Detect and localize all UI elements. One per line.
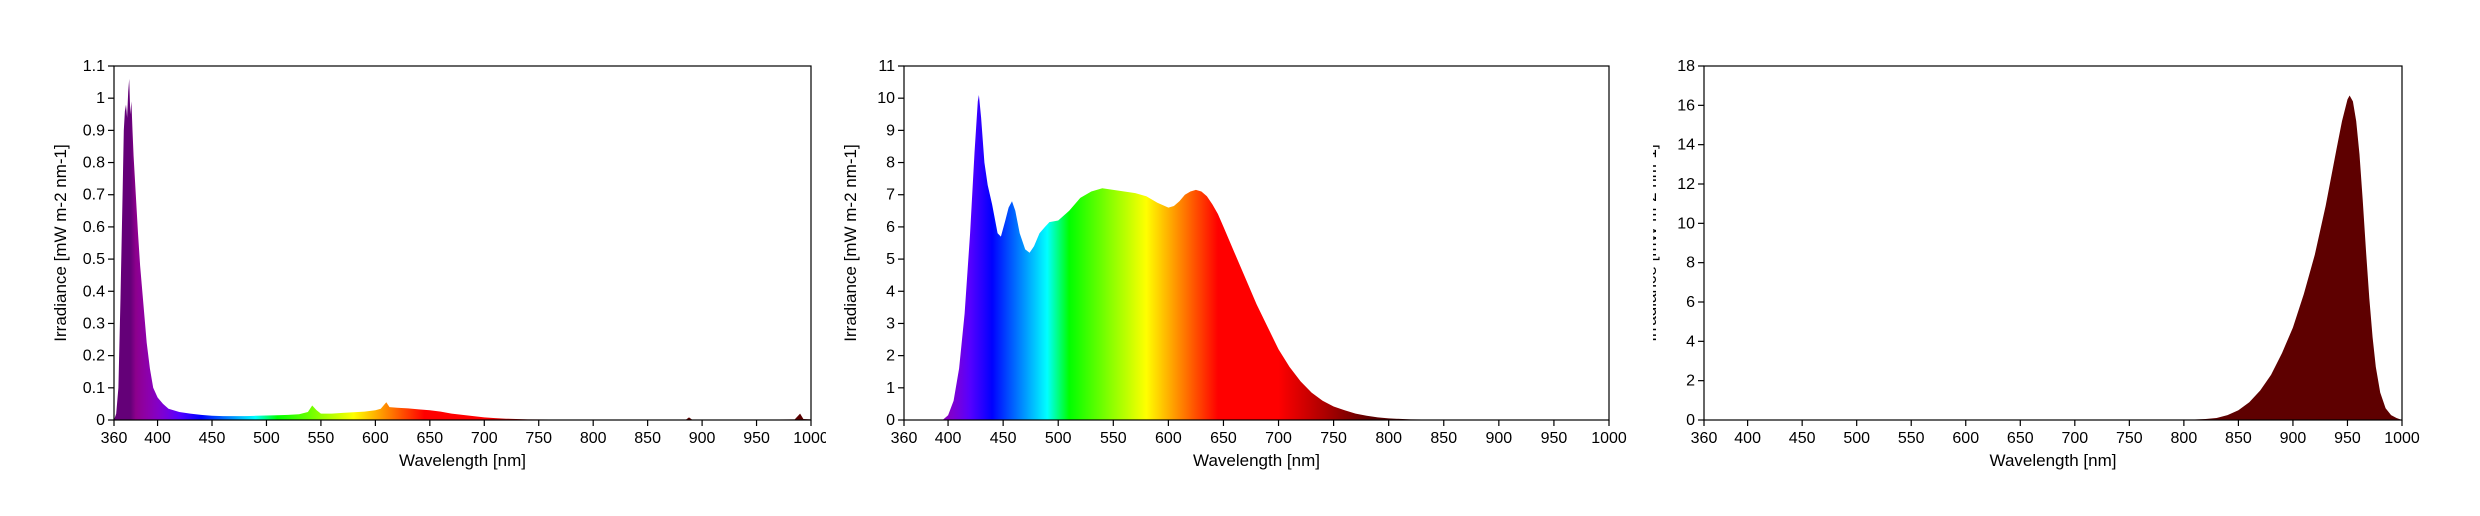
x-tick-label: 700 — [471, 430, 498, 447]
spectrum-area — [114, 78, 811, 421]
x-tick-label: 900 — [689, 430, 716, 447]
x-tick-label: 850 — [634, 430, 661, 447]
spectrum-chart-uv: 0 0.1 0.2 0.3 0.4 0.5 0.6 0.7 0.8 0.9 1 1.1 360 400 45… — [51, 58, 826, 470]
y-tick-label: 0.9 — [83, 122, 105, 139]
y-tick-label: 16 — [1677, 97, 1695, 114]
x-tick-label: 950 — [2334, 430, 2361, 447]
y-tick-label: 1.1 — [83, 58, 105, 75]
x-tick-label: 850 — [1430, 430, 1457, 447]
x-tick-label: 1000 — [2384, 430, 2420, 447]
x-tick-label: 750 — [1320, 430, 1347, 447]
x-tick-label: 450 — [1789, 430, 1816, 447]
y-tick-label: 2 — [1686, 373, 1695, 390]
y-tick-label: 14 — [1677, 137, 1695, 154]
x-tick-label: 400 — [144, 430, 171, 447]
spectrum-chart-ir: 0 2 4 6 8 10 12 14 16 18 360 400 450 500 550 600 650 700 7… — [1653, 58, 2420, 470]
x-tick-label: 750 — [525, 430, 552, 447]
y-tick-label: 8 — [886, 155, 895, 172]
x-tick-label: 650 — [1210, 430, 1237, 447]
x-tick-label: 500 — [1843, 430, 1870, 447]
x-tick-label: 550 — [308, 430, 335, 447]
x-tick-label: 900 — [2280, 430, 2307, 447]
x-tick-label: 900 — [1485, 430, 1512, 447]
x-tick-label: 850 — [2225, 430, 2252, 447]
y-tick-label: 12 — [1677, 176, 1695, 193]
y-tick-label: 6 — [886, 219, 895, 236]
y-tick-label: 9 — [886, 122, 895, 139]
y-tick-label: 2 — [886, 348, 895, 365]
spectrum-area — [2183, 95, 2402, 420]
x-tick-label: 400 — [1734, 430, 1761, 447]
x-axis-label: Wavelength [nm] — [1990, 451, 2117, 470]
y-tick-label: 5 — [886, 251, 895, 268]
x-tick-label: 360 — [101, 430, 128, 447]
y-tick-label: 10 — [1677, 215, 1695, 232]
x-tick-label: 950 — [743, 430, 770, 447]
y-axis-label: Irradiance [mW m-2 nm-1] — [1653, 144, 1660, 341]
y-tick-label: 0 — [96, 412, 105, 429]
y-tick-label: 4 — [1686, 333, 1695, 350]
y-tick-label: 4 — [886, 283, 895, 300]
x-tick-label: 500 — [253, 430, 280, 447]
y-tick-label: 1 — [96, 90, 105, 107]
y-tick-label: 6 — [1686, 294, 1695, 311]
y-tick-label: 1 — [886, 380, 895, 397]
x-tick-label: 450 — [990, 430, 1017, 447]
x-tick-label: 600 — [1155, 430, 1182, 447]
x-tick-label: 600 — [1952, 430, 1979, 447]
y-tick-label: 0 — [1686, 412, 1695, 429]
x-tick-label: 700 — [2061, 430, 2088, 447]
y-tick-label: 0.8 — [83, 155, 105, 172]
y-tick-label: 0 — [886, 412, 895, 429]
y-tick-label: 0.2 — [83, 348, 105, 365]
x-tick-label: 650 — [416, 430, 443, 447]
y-tick-label: 0.1 — [83, 380, 105, 397]
y-tick-label: 0.6 — [83, 219, 105, 236]
y-tick-label: 3 — [886, 315, 895, 332]
plot-frame — [903, 65, 1610, 421]
y-tick-label: 0.4 — [83, 283, 105, 300]
x-tick-label: 550 — [1898, 430, 1925, 447]
plot-frame — [113, 65, 812, 421]
x-tick-label: 800 — [1375, 430, 1402, 447]
y-tick-label: 0.5 — [83, 251, 105, 268]
y-tick-label: 0.3 — [83, 315, 105, 332]
x-tick-label: 360 — [891, 430, 918, 447]
x-tick-label: 1000 — [1591, 430, 1627, 447]
x-tick-label: 800 — [580, 430, 607, 447]
x-axis-label: Wavelength [nm] — [399, 451, 526, 470]
spectrum-chart-full: 0 1 2 3 4 5 6 7 8 9 10 11 360 400 450 500 550 600 650 700 75… — [841, 58, 1627, 470]
x-tick-label: 500 — [1045, 430, 1072, 447]
x-tick-label: 800 — [2171, 430, 2198, 447]
x-tick-label: 600 — [362, 430, 389, 447]
y-tick-label: 7 — [886, 187, 895, 204]
spectrum-area — [942, 95, 1609, 420]
y-tick-label: 8 — [1686, 255, 1695, 272]
x-tick-label: 950 — [1541, 430, 1568, 447]
y-tick-label: 18 — [1677, 58, 1695, 75]
y-tick-label: 0.7 — [83, 187, 105, 204]
x-tick-label: 550 — [1100, 430, 1127, 447]
plot-frame — [1703, 65, 2403, 421]
y-tick-label: 11 — [878, 58, 895, 75]
x-tick-label: 450 — [199, 430, 226, 447]
x-tick-label: 750 — [2116, 430, 2143, 447]
y-axis-label: Irradiance [mW m-2 nm-1] — [51, 144, 70, 341]
x-tick-label: 700 — [1265, 430, 1292, 447]
x-tick-label: 360 — [1691, 430, 1718, 447]
x-tick-label: 400 — [935, 430, 962, 447]
y-axis-label: Irradiance [mW m-2 nm-1] — [841, 144, 860, 341]
x-axis-label: Wavelength [nm] — [1193, 451, 1320, 470]
x-tick-label: 1000 — [793, 430, 826, 447]
y-tick-label: 10 — [877, 90, 895, 107]
x-tick-label: 650 — [2007, 430, 2034, 447]
